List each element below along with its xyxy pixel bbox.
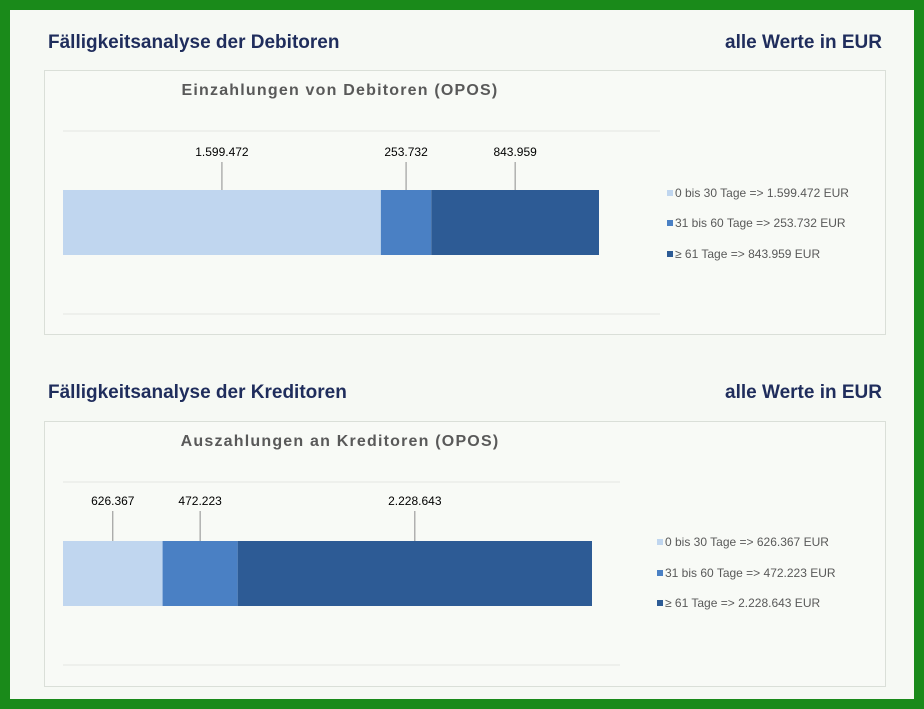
data-label: 1.599.472 <box>195 145 249 159</box>
data-label: 626.367 <box>91 494 135 508</box>
chart-title: Auszahlungen an Kreditoren (OPOS) <box>181 433 500 450</box>
legend-swatch <box>657 600 663 606</box>
section-unit-note-kreditoren: alle Werte in EUR <box>725 382 882 403</box>
data-label: 843.959 <box>493 145 537 159</box>
legend-label: 31 bis 60 Tage => 253.732 EUR <box>675 216 846 230</box>
chart-panel-debitoren: Einzahlungen von Debitoren (OPOS) 1.599.… <box>44 70 886 335</box>
data-label: 253.732 <box>384 145 428 159</box>
report-frame: Fälligkeitsanalyse der Debitoren alle We… <box>10 10 914 699</box>
bar-segment-1 <box>380 190 432 255</box>
bar-segment-0 <box>63 190 381 255</box>
legend-swatch <box>667 220 673 226</box>
bar-segment-2 <box>431 190 599 255</box>
data-label: 472.223 <box>178 494 222 508</box>
legend-label: ≥ 61 Tage => 2.228.643 EUR <box>665 596 820 610</box>
section-unit-note-debitoren: alle Werte in EUR <box>725 32 882 53</box>
data-label: 2.228.643 <box>388 494 442 508</box>
bar-segment-2 <box>237 541 592 606</box>
legend-label: ≥ 61 Tage => 843.959 EUR <box>675 247 820 261</box>
bar-segment-1 <box>162 541 238 606</box>
legend-swatch <box>667 251 673 257</box>
chart-title: Einzahlungen von Debitoren (OPOS) <box>182 82 499 99</box>
stacked-bar-chart-debitoren: Einzahlungen von Debitoren (OPOS) 1.599.… <box>63 82 849 315</box>
legend-swatch <box>667 190 673 196</box>
legend-label: 31 bis 60 Tage => 472.223 EUR <box>665 566 836 580</box>
stacked-bar-chart-kreditoren: Auszahlungen an Kreditoren (OPOS) 626.36… <box>63 433 836 666</box>
section-heading-kreditoren: Fälligkeitsanalyse der Kreditoren <box>48 382 347 403</box>
legend-label: 0 bis 30 Tage => 1.599.472 EUR <box>675 186 849 200</box>
legend-swatch <box>657 539 663 545</box>
bar-segment-0 <box>63 541 163 606</box>
chart-panel-kreditoren: Auszahlungen an Kreditoren (OPOS) 626.36… <box>44 421 886 687</box>
section-heading-debitoren: Fälligkeitsanalyse der Debitoren <box>48 32 340 53</box>
legend-swatch <box>657 570 663 576</box>
legend-label: 0 bis 30 Tage => 626.367 EUR <box>665 535 829 549</box>
